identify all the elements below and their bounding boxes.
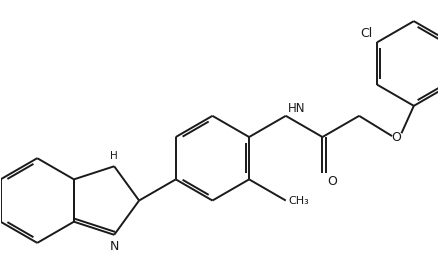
Text: O: O (326, 175, 336, 188)
Text: CH₃: CH₃ (288, 196, 309, 206)
Text: N: N (109, 241, 119, 253)
Text: HN: HN (287, 102, 304, 115)
Text: H: H (110, 151, 118, 161)
Text: O: O (390, 131, 400, 143)
Text: Cl: Cl (359, 27, 371, 40)
